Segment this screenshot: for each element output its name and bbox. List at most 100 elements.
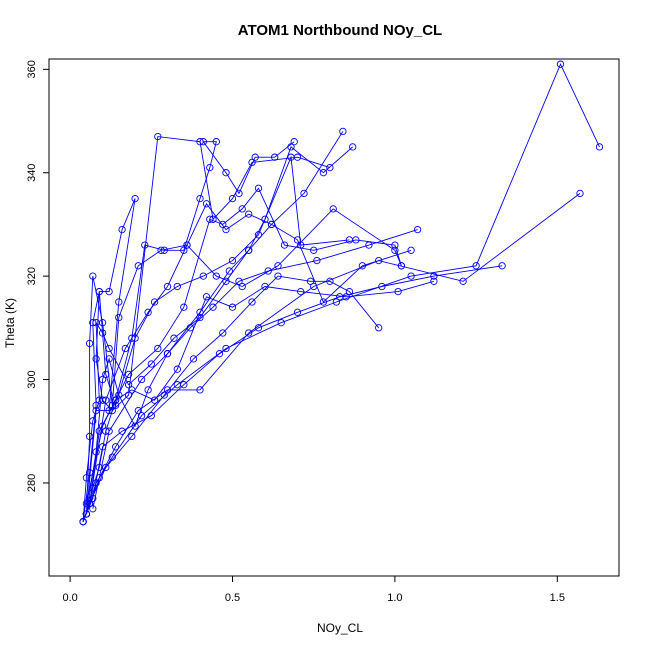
series-line (85, 208, 402, 515)
data-point (147, 412, 155, 420)
data-point (137, 375, 146, 384)
data-point (310, 282, 318, 291)
data-point (85, 432, 94, 441)
data-point (89, 505, 97, 513)
data-point (238, 205, 246, 213)
data-point (147, 360, 155, 368)
data-point (196, 308, 204, 316)
data-point (391, 241, 399, 249)
data-point (89, 494, 97, 503)
data-point (498, 262, 506, 270)
data-point (144, 386, 152, 394)
data-point (163, 282, 172, 291)
data-point (293, 236, 302, 244)
data-point (472, 262, 480, 270)
data-point (144, 308, 152, 316)
data-point (196, 138, 204, 146)
data-point (245, 246, 253, 254)
x-tick-label: 1.5 (550, 592, 565, 604)
data-point (157, 246, 165, 254)
data-point (102, 370, 110, 379)
data-point (413, 225, 422, 234)
x-axis-label: NOy_CL (317, 621, 363, 635)
y-tick-label: 280 (26, 474, 38, 492)
data-point (150, 298, 159, 306)
data-point (235, 189, 243, 198)
x-axis: 0.0 0.5 1.0 1.5 (62, 575, 565, 604)
data-point (394, 287, 402, 296)
series-line (89, 275, 380, 504)
data-point (115, 391, 123, 399)
data-point (95, 427, 103, 435)
data-point (98, 422, 107, 430)
data-point (173, 282, 181, 291)
data-point (261, 215, 269, 223)
data-point (186, 324, 194, 332)
data-point (137, 412, 146, 420)
data-point (375, 324, 383, 332)
data-point (79, 518, 87, 526)
data-point (92, 355, 100, 363)
y-tick-label: 320 (26, 267, 38, 285)
chart-title: ATOM1 Northbound NOy_CL (238, 22, 442, 39)
data-point (154, 344, 162, 353)
data-point (319, 298, 328, 306)
data-point (95, 287, 103, 296)
data-point (102, 463, 110, 472)
data-point (108, 453, 116, 461)
series-line (89, 141, 295, 504)
series-group (79, 60, 604, 526)
series-line (85, 187, 402, 504)
data-point (267, 220, 276, 229)
data-point (111, 443, 120, 451)
data-point (345, 287, 354, 296)
data-point (196, 194, 204, 203)
data-point (105, 344, 113, 353)
data-point (150, 396, 159, 404)
data-point (196, 386, 204, 394)
data-point (124, 381, 133, 389)
data-point (89, 319, 97, 327)
data-point (108, 406, 116, 415)
y-tick-label: 340 (26, 164, 38, 182)
data-point (576, 189, 584, 198)
data-point (209, 215, 217, 223)
data-point (105, 427, 113, 435)
data-point (189, 355, 198, 363)
data-point (248, 158, 256, 167)
data-point (319, 169, 328, 177)
data-point (131, 194, 139, 203)
data-point (277, 319, 285, 327)
data-point (85, 468, 94, 477)
data-point (407, 246, 415, 254)
data-point (89, 484, 97, 492)
y-axis-label: Theta (K) (3, 298, 17, 348)
x-tick-label: 1.0 (387, 592, 402, 604)
data-point (261, 282, 269, 291)
data-point (297, 241, 305, 249)
data-point (206, 163, 214, 172)
data-point (111, 401, 120, 410)
data-point (238, 282, 246, 291)
data-point (128, 386, 136, 394)
data-point (183, 241, 191, 249)
data-point (124, 370, 133, 379)
data-point (202, 293, 211, 301)
data-point (212, 138, 220, 146)
series-line (82, 155, 350, 522)
data-point (206, 215, 214, 223)
data-point (365, 241, 373, 249)
x-tick-label: 0.0 (62, 592, 77, 604)
data-point (105, 287, 113, 296)
data-point (271, 153, 279, 161)
data-point (154, 132, 162, 141)
data-point (264, 267, 272, 275)
data-point (215, 350, 224, 358)
data-point (300, 189, 308, 198)
data-point (339, 127, 347, 136)
data-point (378, 282, 386, 291)
data-point (92, 479, 100, 487)
data-point (274, 262, 282, 270)
data-point (105, 406, 113, 415)
data-point (251, 153, 259, 161)
